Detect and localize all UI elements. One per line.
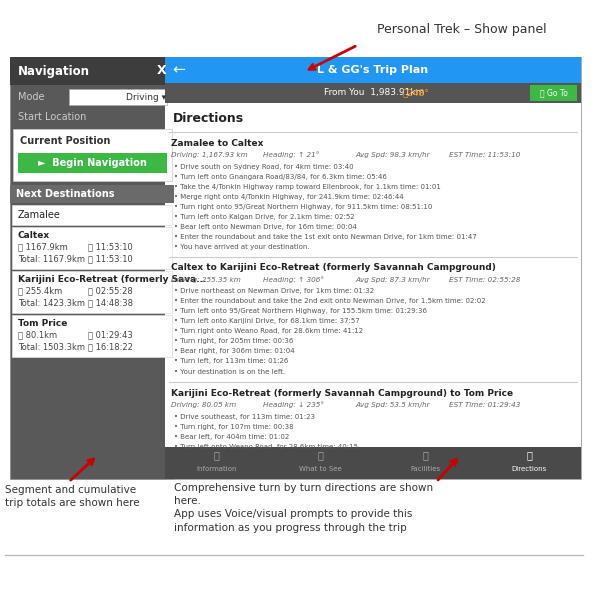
Text: Current Position: Current Position <box>20 136 110 146</box>
Text: Mode: Mode <box>17 92 44 102</box>
Text: • Turn left onto Karijini Drive, for 68.1km time: 37:57: • Turn left onto Karijini Drive, for 68.… <box>175 319 360 325</box>
Text: Directions: Directions <box>172 112 244 124</box>
Text: ⌛ 16:18:22: ⌛ 16:18:22 <box>88 343 133 352</box>
Text: • Drive south on Sydney Road, for 4km time: 03:40: • Drive south on Sydney Road, for 4km ti… <box>175 163 354 169</box>
Bar <box>17 153 167 173</box>
Bar <box>164 57 581 479</box>
Bar <box>164 103 581 447</box>
Text: • Turn right, for 205m time: 00:36: • Turn right, for 205m time: 00:36 <box>175 338 294 344</box>
Text: ⌛ 11:53:10: ⌛ 11:53:10 <box>88 254 133 263</box>
Text: Directions: Directions <box>511 466 547 472</box>
Text: Caltex to Karijini Eco-Retreat (formerly Savannah Campground): Caltex to Karijini Eco-Retreat (formerly… <box>170 263 496 272</box>
Text: Heading: ↑ 21°: Heading: ↑ 21° <box>263 152 319 158</box>
Text: • Bear right, for 306m time: 01:04: • Bear right, for 306m time: 01:04 <box>175 349 295 355</box>
Text: What to See: What to See <box>299 466 342 472</box>
Text: • Merge right onto 4/Tonkin Highway, for 241.9km time: 02:46:44: • Merge right onto 4/Tonkin Highway, for… <box>175 193 404 199</box>
Text: 🚗 255.4km: 🚗 255.4km <box>17 286 62 295</box>
Text: • Turn left onto Weano Road, for 28.6km time: 40:15: • Turn left onto Weano Road, for 28.6km … <box>175 443 358 449</box>
Text: ⌛ 01:29:43: ⌛ 01:29:43 <box>88 331 133 340</box>
Text: Total: 1503.3km: Total: 1503.3km <box>17 343 85 352</box>
Text: Navigation: Navigation <box>17 64 89 77</box>
Text: Avg Spd: 53.5 km/hr: Avg Spd: 53.5 km/hr <box>356 402 430 408</box>
Text: • Turn left onto Gnangara Road/83/84, for 6.3km time: 05:46: • Turn left onto Gnangara Road/83/84, fo… <box>175 173 388 179</box>
Text: Zamalee: Zamalee <box>17 210 61 220</box>
Text: • You have arrived at your destination.: • You have arrived at your destination. <box>175 244 310 250</box>
Text: Total: 1423.3km: Total: 1423.3km <box>17 298 85 307</box>
Text: L & GG's Trip Plan: L & GG's Trip Plan <box>317 65 428 75</box>
Text: EST Time: 02:55:28: EST Time: 02:55:28 <box>449 277 520 283</box>
Text: 🚗 1167.9km: 🚗 1167.9km <box>17 242 67 251</box>
Bar <box>12 205 172 225</box>
Bar <box>10 185 175 203</box>
Text: • Drive southeast, for 113m time: 01:23: • Drive southeast, for 113m time: 01:23 <box>175 413 316 419</box>
Text: Facilities: Facilities <box>410 466 440 472</box>
Bar <box>12 227 172 269</box>
Text: Next Destinations: Next Destinations <box>16 189 114 199</box>
Text: Avg Spd: 87.3 km/hr: Avg Spd: 87.3 km/hr <box>356 277 430 283</box>
Text: • Enter the roundabout and take the 1st exit onto Newman Drive, for 1km time: 01: • Enter the roundabout and take the 1st … <box>175 233 477 239</box>
Text: • Turn left, for 113m time: 01:26: • Turn left, for 113m time: 01:26 <box>175 358 289 364</box>
Text: • Your destination is on the left.: • Your destination is on the left. <box>175 368 286 374</box>
Text: Information: Information <box>196 466 237 472</box>
Text: Karijini Eco-Retreat (formerly Sava...: Karijini Eco-Retreat (formerly Sava... <box>17 275 206 283</box>
Bar <box>13 129 172 181</box>
Bar <box>68 89 167 105</box>
Text: • Turn right, for 107m time: 00:38: • Turn right, for 107m time: 00:38 <box>175 424 294 430</box>
Text: Heading: ↑ 306°: Heading: ↑ 306° <box>263 277 323 283</box>
Bar <box>164 83 581 103</box>
Text: X: X <box>157 64 167 77</box>
Bar <box>164 57 581 83</box>
Text: • Turn right onto 95/Great Northern Highway, for 911.5km time: 08:51:10: • Turn right onto 95/Great Northern High… <box>175 203 433 209</box>
Text: ⌛ 02:55:28: ⌛ 02:55:28 <box>88 286 133 295</box>
Text: • Turn left onto Kalgan Drive, for 2.1km time: 02:52: • Turn left onto Kalgan Drive, for 2.1km… <box>175 214 355 220</box>
Text: Avg Spd: 98.3 km/hr: Avg Spd: 98.3 km/hr <box>356 152 430 158</box>
Text: Driving: 1,167.93 km: Driving: 1,167.93 km <box>170 152 247 158</box>
Text: Driving: 255.35 km: Driving: 255.35 km <box>170 277 241 283</box>
Text: ⌛ 14:48:38: ⌛ 14:48:38 <box>88 298 133 307</box>
Text: Segment and cumulative
trip totals are shown here: Segment and cumulative trip totals are s… <box>5 485 140 508</box>
Text: • Bear left, for 404m time: 01:02: • Bear left, for 404m time: 01:02 <box>175 433 290 439</box>
Text: Driving: 80.05 km: Driving: 80.05 km <box>170 402 236 408</box>
Text: Tom Price: Tom Price <box>17 319 67 328</box>
Bar <box>12 315 172 357</box>
Text: ⌛ 11:53:10: ⌛ 11:53:10 <box>88 242 133 251</box>
Text: • Bear left onto Newman Drive, for 16m time: 00:04: • Bear left onto Newman Drive, for 16m t… <box>175 223 357 229</box>
Text: • Turn right onto Weano Road, for 28.6km time: 41:12: • Turn right onto Weano Road, for 28.6km… <box>175 329 364 335</box>
Bar <box>12 271 172 313</box>
Text: Zamalee to Caltex: Zamalee to Caltex <box>170 139 263 148</box>
Text: 🚗: 🚗 <box>526 450 532 460</box>
Text: Total: 1167.9km: Total: 1167.9km <box>17 254 85 263</box>
Text: EST Time: 11:53:10: EST Time: 11:53:10 <box>449 152 520 158</box>
Bar <box>10 57 175 85</box>
Text: Heading: ↓ 235°: Heading: ↓ 235° <box>263 401 323 409</box>
Text: From You  1,983.91km: From You 1,983.91km <box>324 88 424 97</box>
Text: Comprehensive turn by turn directions are shown
here.
App uses Voice/visual prom: Comprehensive turn by turn directions ar… <box>175 483 434 533</box>
Text: 🚗 80.1km: 🚗 80.1km <box>17 331 57 340</box>
Text: Caltex: Caltex <box>17 230 50 239</box>
Text: 👍: 👍 <box>422 450 428 460</box>
Bar <box>164 447 581 479</box>
Text: ►  Begin Navigation: ► Begin Navigation <box>38 158 146 168</box>
Text: Karijini Eco-Retreat (formerly Savannah Campground) to Tom Price: Karijini Eco-Retreat (formerly Savannah … <box>170 389 512 397</box>
Text: ←: ← <box>172 62 185 77</box>
Text: Start Location: Start Location <box>17 112 86 122</box>
Text: Driving ▾: Driving ▾ <box>127 92 167 101</box>
Text: 📍 Go To: 📍 Go To <box>540 88 568 97</box>
Bar <box>530 85 577 101</box>
Bar <box>10 57 175 479</box>
Text: 👁: 👁 <box>318 450 324 460</box>
Text: • Enter the roundabout and take the 2nd exit onto Newman Drive, for 1.5km time: : • Enter the roundabout and take the 2nd … <box>175 298 486 304</box>
Text: • Turn left onto 95/Great Northern Highway, for 155.5km time: 01:29:36: • Turn left onto 95/Great Northern Highw… <box>175 308 427 314</box>
Text: Personal Trek – Show panel: Personal Trek – Show panel <box>377 23 547 37</box>
Text: 📄: 📄 <box>214 450 220 460</box>
Text: • Take the 4/Tonkin Highway ramp toward Ellenbrook, for 1.1km time: 01:01: • Take the 4/Tonkin Highway ramp toward … <box>175 184 442 190</box>
Text: 📍248°: 📍248° <box>403 88 429 97</box>
Text: EST Time: 01:29:43: EST Time: 01:29:43 <box>449 402 520 408</box>
Text: • Drive northeast on Newman Drive, for 1km time: 01:32: • Drive northeast on Newman Drive, for 1… <box>175 289 374 295</box>
